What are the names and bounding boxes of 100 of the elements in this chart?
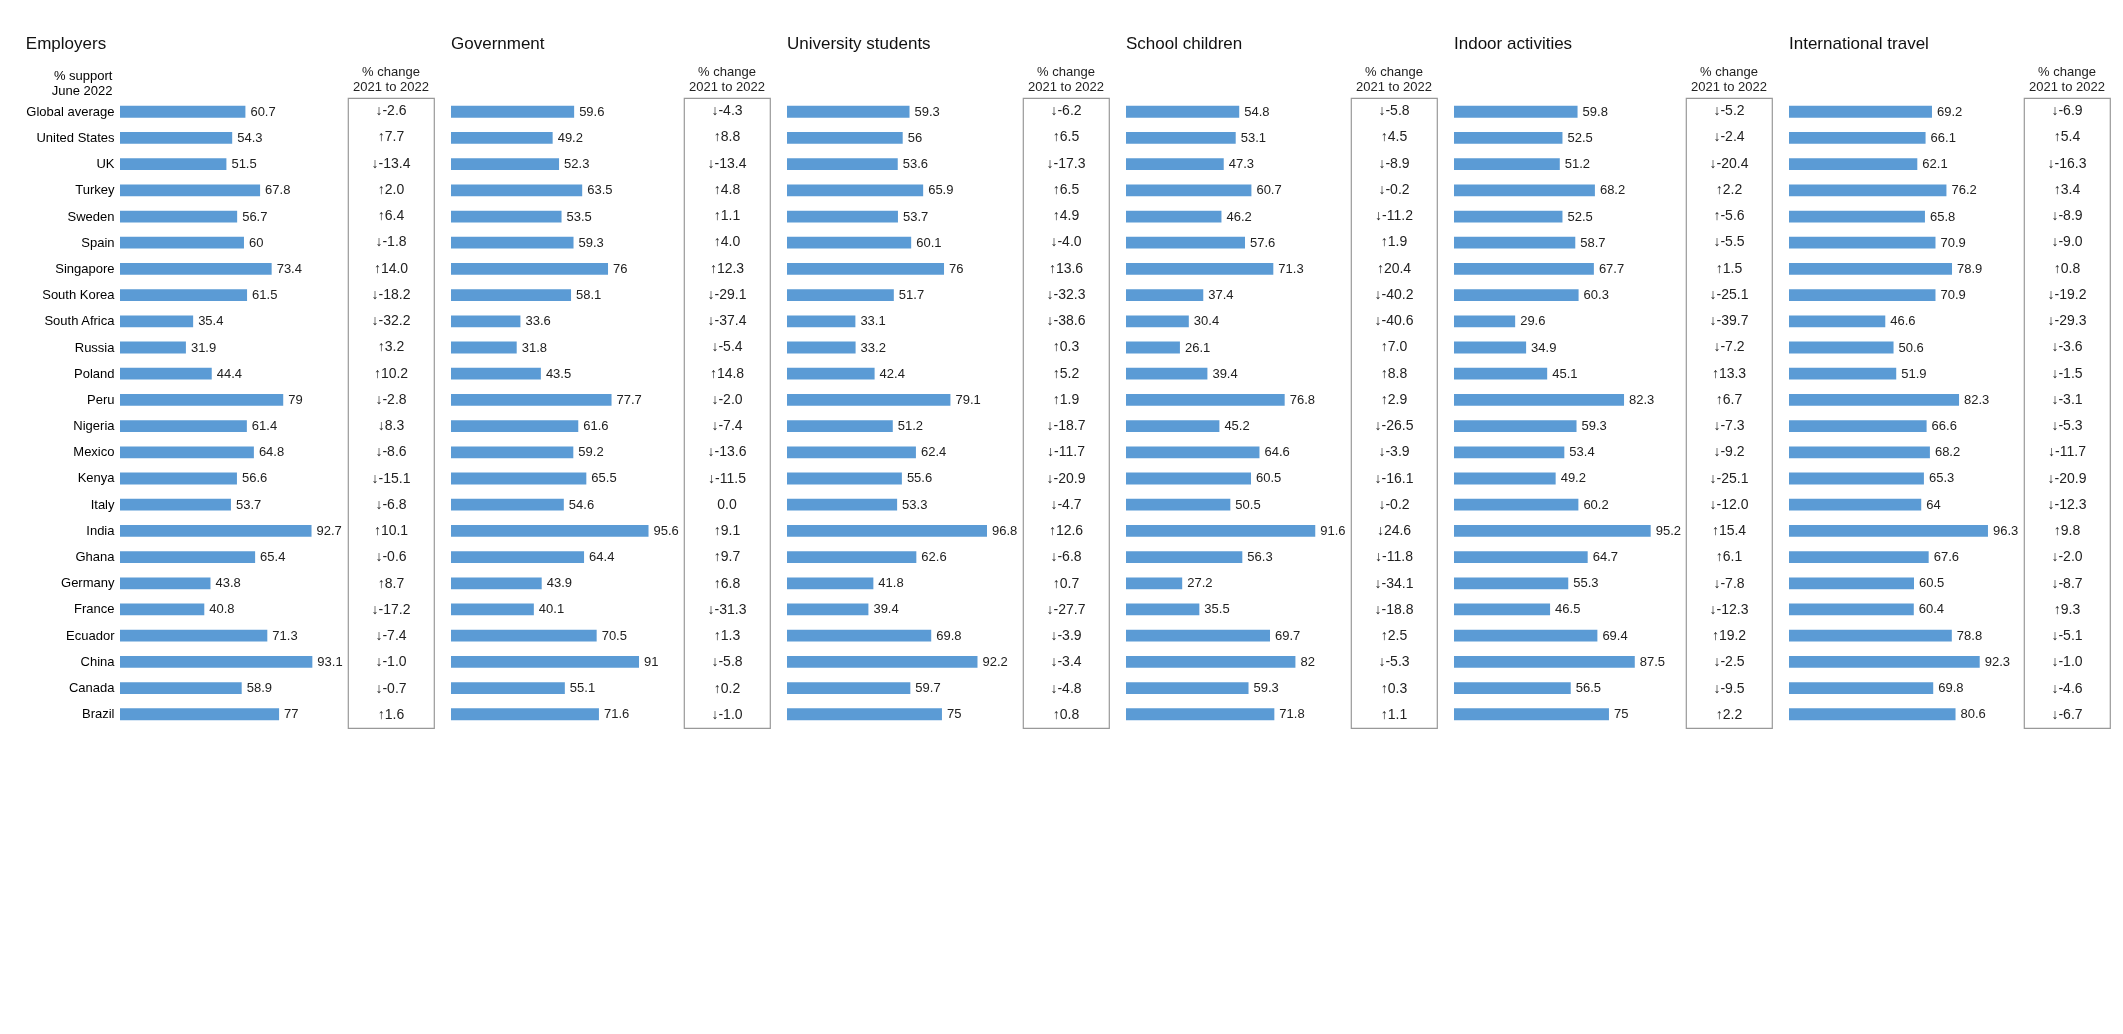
text: ↑2.2 bbox=[1715, 705, 1743, 722]
data-label: 33.2 bbox=[860, 339, 886, 355]
text: ↓-37.4 bbox=[707, 312, 747, 329]
data-label: 26.1 bbox=[1184, 339, 1211, 355]
text: ↓-38.6 bbox=[1046, 312, 1086, 329]
data-label: 79 bbox=[288, 391, 303, 407]
data-label: 61.4 bbox=[251, 418, 278, 434]
text: ↑6.5 bbox=[1052, 128, 1080, 145]
bar bbox=[1454, 629, 1598, 642]
bar bbox=[1454, 263, 1594, 275]
text: ↑5.4 bbox=[2053, 128, 2081, 145]
bar bbox=[1789, 498, 1922, 511]
data-label: 62.6 bbox=[921, 549, 947, 565]
data-label: 46.2 bbox=[1226, 208, 1252, 224]
chart-title: Indoor activities bbox=[1454, 34, 1573, 54]
text: ↑0.8 bbox=[1052, 705, 1080, 722]
text: ↓-20.4 bbox=[1709, 154, 1749, 171]
text: ↓-3.4 bbox=[1050, 653, 1082, 670]
text: ↓-1.8 bbox=[375, 233, 407, 250]
bar bbox=[1126, 394, 1285, 406]
text: ↑8.7 bbox=[377, 574, 405, 591]
bar bbox=[787, 551, 917, 563]
bar bbox=[120, 577, 211, 590]
text: ↑-5.6 bbox=[1713, 207, 1745, 224]
y-tick-label: Poland bbox=[74, 365, 115, 381]
text: ↑9.1 bbox=[713, 522, 741, 539]
data-label: 62.4 bbox=[920, 444, 947, 460]
text: ↓-3.9 bbox=[1378, 443, 1410, 460]
bar bbox=[787, 341, 856, 354]
data-label: 56.7 bbox=[242, 208, 268, 224]
bar bbox=[1454, 655, 1635, 668]
bar bbox=[1126, 341, 1180, 354]
bar bbox=[787, 420, 893, 432]
y-tick-label: South Korea bbox=[42, 287, 116, 303]
data-label: 56.5 bbox=[1575, 680, 1602, 696]
y-tick-label: South Africa bbox=[44, 313, 116, 329]
bar bbox=[787, 367, 875, 380]
text: ↑2.5 bbox=[1380, 627, 1408, 644]
data-label: 77 bbox=[284, 706, 299, 722]
data-label: 68.2 bbox=[1934, 444, 1961, 460]
text: ↑6.8 bbox=[713, 574, 741, 591]
bar bbox=[1454, 577, 1569, 590]
bar bbox=[1126, 210, 1222, 223]
data-label: 58.1 bbox=[576, 287, 602, 303]
bar bbox=[1126, 420, 1220, 432]
y-tick-label: Ecuador bbox=[66, 627, 116, 643]
text: ↓-0.6 bbox=[375, 548, 407, 565]
text: ↑1.5 bbox=[1715, 259, 1743, 276]
text: ↓-34.1 bbox=[1374, 574, 1414, 591]
text: ↑10.2 bbox=[373, 364, 409, 381]
bar bbox=[1789, 289, 1936, 302]
data-label: 78.8 bbox=[1956, 627, 1983, 643]
bar bbox=[120, 603, 205, 616]
data-label: 60.5 bbox=[1256, 470, 1282, 486]
text: 0.0 bbox=[717, 495, 737, 512]
data-label: 45.1 bbox=[1552, 365, 1578, 381]
data-label: 65.8 bbox=[1929, 208, 1956, 224]
data-label: 27.2 bbox=[1187, 575, 1213, 591]
data-label: 33.6 bbox=[525, 313, 551, 329]
data-label: 92.2 bbox=[982, 653, 1008, 669]
bar bbox=[451, 655, 640, 668]
bar bbox=[451, 629, 597, 642]
bar bbox=[451, 210, 562, 223]
text: ↑1.3 bbox=[713, 627, 741, 644]
text: ↑13.3 bbox=[1711, 364, 1747, 381]
text: ↑4.8 bbox=[713, 180, 741, 197]
data-label: 52.3 bbox=[564, 156, 590, 172]
data-label: 55.6 bbox=[906, 470, 933, 486]
bar bbox=[787, 655, 978, 668]
text: ↓-25.1 bbox=[1709, 285, 1749, 302]
y-tick-label: Turkey bbox=[75, 182, 115, 198]
data-label: 67.7 bbox=[1598, 260, 1625, 276]
bar bbox=[451, 158, 560, 171]
text: ↑1.9 bbox=[1380, 233, 1408, 250]
text: ↓-19.2 bbox=[2047, 285, 2087, 302]
data-label: 51.2 bbox=[1564, 156, 1591, 172]
bar bbox=[1454, 498, 1579, 511]
data-label: 57.6 bbox=[1250, 234, 1276, 250]
text: ↓-11.7 bbox=[2048, 443, 2087, 460]
text: ↑12.3 bbox=[709, 259, 745, 276]
bar bbox=[1454, 289, 1579, 302]
bar bbox=[451, 551, 585, 563]
data-label: 56.6 bbox=[241, 470, 268, 486]
data-label: 82.3 bbox=[1629, 391, 1655, 407]
bar bbox=[451, 498, 564, 511]
bar bbox=[120, 210, 238, 223]
bar bbox=[1789, 105, 1932, 118]
bar bbox=[1454, 446, 1565, 459]
text: ↓-5.3 bbox=[1378, 653, 1410, 670]
data-label: 49.2 bbox=[557, 129, 583, 145]
data-label: 37.4 bbox=[1208, 287, 1234, 303]
text: ↓-2.6 bbox=[375, 102, 407, 119]
bar bbox=[1454, 132, 1563, 144]
chart-title: School children bbox=[1126, 34, 1243, 54]
text: ↑6.5 bbox=[1052, 180, 1080, 197]
bar bbox=[451, 236, 574, 249]
bar bbox=[787, 210, 898, 223]
bar bbox=[1454, 341, 1527, 354]
data-label: 41.8 bbox=[878, 575, 904, 591]
data-label: 62.1 bbox=[1922, 156, 1948, 172]
